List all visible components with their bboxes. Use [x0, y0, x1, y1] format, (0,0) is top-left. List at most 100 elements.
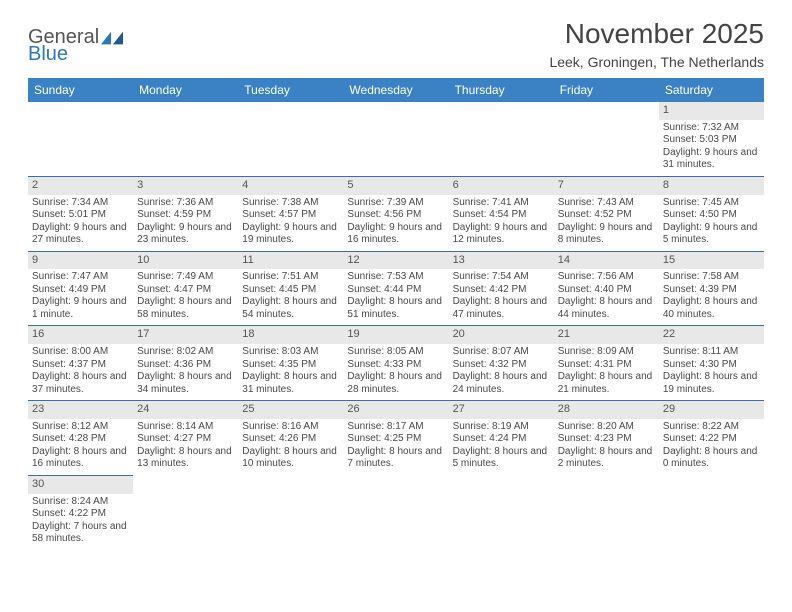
day-info: Sunrise: 8:22 AMSunset: 4:22 PMDaylight:…	[659, 419, 764, 475]
day-number: 26	[343, 401, 448, 419]
weekday-header: Monday	[133, 78, 238, 102]
day-number: 20	[449, 326, 554, 344]
day-info: Sunrise: 7:39 AMSunset: 4:56 PMDaylight:…	[343, 195, 448, 251]
day-info: Sunrise: 7:47 AMSunset: 4:49 PMDaylight:…	[28, 269, 133, 325]
day-number: 7	[554, 177, 659, 195]
day-number: 1	[659, 102, 764, 120]
weekday-header: Wednesday	[343, 78, 448, 102]
day-info: Sunrise: 7:51 AMSunset: 4:45 PMDaylight:…	[238, 269, 343, 325]
calendar-cell: 12Sunrise: 7:53 AMSunset: 4:44 PMDayligh…	[343, 251, 448, 326]
calendar-cell: 4Sunrise: 7:38 AMSunset: 4:57 PMDaylight…	[238, 176, 343, 251]
day-info: Sunrise: 8:09 AMSunset: 4:31 PMDaylight:…	[554, 344, 659, 400]
calendar-cell: 26Sunrise: 8:17 AMSunset: 4:25 PMDayligh…	[343, 400, 448, 475]
weekday-header: Thursday	[449, 78, 554, 102]
day-info: Sunrise: 7:36 AMSunset: 4:59 PMDaylight:…	[133, 195, 238, 251]
calendar-cell	[554, 475, 659, 550]
calendar-cell: 15Sunrise: 7:58 AMSunset: 4:39 PMDayligh…	[659, 251, 764, 326]
brand-part2: Blue	[28, 43, 68, 66]
calendar-cell	[133, 102, 238, 176]
day-number: 12	[343, 252, 448, 270]
calendar-cell: 25Sunrise: 8:16 AMSunset: 4:26 PMDayligh…	[238, 400, 343, 475]
calendar-cell: 19Sunrise: 8:05 AMSunset: 4:33 PMDayligh…	[343, 325, 448, 400]
day-number: 10	[133, 252, 238, 270]
day-number: 24	[133, 401, 238, 419]
day-info: Sunrise: 7:32 AMSunset: 5:03 PMDaylight:…	[659, 120, 764, 176]
calendar-cell: 7Sunrise: 7:43 AMSunset: 4:52 PMDaylight…	[554, 176, 659, 251]
calendar-cell	[343, 475, 448, 550]
day-info: Sunrise: 8:19 AMSunset: 4:24 PMDaylight:…	[449, 419, 554, 475]
calendar-cell: 5Sunrise: 7:39 AMSunset: 4:56 PMDaylight…	[343, 176, 448, 251]
page-title: November 2025	[549, 18, 764, 50]
day-number: 6	[449, 177, 554, 195]
day-number: 4	[238, 177, 343, 195]
calendar-cell: 21Sunrise: 8:09 AMSunset: 4:31 PMDayligh…	[554, 325, 659, 400]
day-info: Sunrise: 8:11 AMSunset: 4:30 PMDaylight:…	[659, 344, 764, 400]
calendar-cell: 11Sunrise: 7:51 AMSunset: 4:45 PMDayligh…	[238, 251, 343, 326]
day-info: Sunrise: 8:24 AMSunset: 4:22 PMDaylight:…	[28, 494, 133, 550]
calendar-header-row: SundayMondayTuesdayWednesdayThursdayFrid…	[28, 78, 764, 102]
calendar-cell	[28, 102, 133, 176]
calendar-cell: 2Sunrise: 7:34 AMSunset: 5:01 PMDaylight…	[28, 176, 133, 251]
calendar-cell: 29Sunrise: 8:22 AMSunset: 4:22 PMDayligh…	[659, 400, 764, 475]
day-number: 9	[28, 252, 133, 270]
day-number: 11	[238, 252, 343, 270]
weekday-header: Friday	[554, 78, 659, 102]
calendar-cell: 30Sunrise: 8:24 AMSunset: 4:22 PMDayligh…	[28, 475, 133, 550]
day-number: 30	[28, 476, 133, 494]
day-number: 5	[343, 177, 448, 195]
day-number: 29	[659, 401, 764, 419]
calendar-cell	[238, 475, 343, 550]
day-info: Sunrise: 7:54 AMSunset: 4:42 PMDaylight:…	[449, 269, 554, 325]
day-number: 22	[659, 326, 764, 344]
calendar-cell: 3Sunrise: 7:36 AMSunset: 4:59 PMDaylight…	[133, 176, 238, 251]
day-number: 13	[449, 252, 554, 270]
header: General November 2025 Leek, Groningen, T…	[28, 18, 764, 70]
calendar-table: SundayMondayTuesdayWednesdayThursdayFrid…	[28, 78, 764, 550]
day-info: Sunrise: 8:14 AMSunset: 4:27 PMDaylight:…	[133, 419, 238, 475]
day-number: 14	[554, 252, 659, 270]
day-number: 18	[238, 326, 343, 344]
day-number: 19	[343, 326, 448, 344]
calendar-cell: 1Sunrise: 7:32 AMSunset: 5:03 PMDaylight…	[659, 102, 764, 176]
day-info: Sunrise: 8:16 AMSunset: 4:26 PMDaylight:…	[238, 419, 343, 475]
day-number: 16	[28, 326, 133, 344]
day-info: Sunrise: 8:12 AMSunset: 4:28 PMDaylight:…	[28, 419, 133, 475]
calendar-cell: 18Sunrise: 8:03 AMSunset: 4:35 PMDayligh…	[238, 325, 343, 400]
day-info: Sunrise: 7:49 AMSunset: 4:47 PMDaylight:…	[133, 269, 238, 325]
day-info: Sunrise: 8:03 AMSunset: 4:35 PMDaylight:…	[238, 344, 343, 400]
calendar-cell: 16Sunrise: 8:00 AMSunset: 4:37 PMDayligh…	[28, 325, 133, 400]
calendar-cell: 24Sunrise: 8:14 AMSunset: 4:27 PMDayligh…	[133, 400, 238, 475]
calendar-cell: 28Sunrise: 8:20 AMSunset: 4:23 PMDayligh…	[554, 400, 659, 475]
day-info: Sunrise: 8:20 AMSunset: 4:23 PMDaylight:…	[554, 419, 659, 475]
day-number: 8	[659, 177, 764, 195]
day-number: 28	[554, 401, 659, 419]
weekday-header: Sunday	[28, 78, 133, 102]
day-info: Sunrise: 7:56 AMSunset: 4:40 PMDaylight:…	[554, 269, 659, 325]
day-number: 15	[659, 252, 764, 270]
day-number: 2	[28, 177, 133, 195]
weekday-header: Saturday	[659, 78, 764, 102]
day-info: Sunrise: 7:53 AMSunset: 4:44 PMDaylight:…	[343, 269, 448, 325]
day-info: Sunrise: 8:00 AMSunset: 4:37 PMDaylight:…	[28, 344, 133, 400]
sail-icon	[101, 31, 123, 45]
calendar-cell: 10Sunrise: 7:49 AMSunset: 4:47 PMDayligh…	[133, 251, 238, 326]
day-info: Sunrise: 8:07 AMSunset: 4:32 PMDaylight:…	[449, 344, 554, 400]
day-number: 17	[133, 326, 238, 344]
calendar-body: 1Sunrise: 7:32 AMSunset: 5:03 PMDaylight…	[28, 102, 764, 550]
calendar-cell: 6Sunrise: 7:41 AMSunset: 4:54 PMDaylight…	[449, 176, 554, 251]
weekday-header: Tuesday	[238, 78, 343, 102]
calendar-cell	[133, 475, 238, 550]
calendar-cell	[659, 475, 764, 550]
calendar-cell: 8Sunrise: 7:45 AMSunset: 4:50 PMDaylight…	[659, 176, 764, 251]
calendar-cell	[554, 102, 659, 176]
day-info: Sunrise: 7:41 AMSunset: 4:54 PMDaylight:…	[449, 195, 554, 251]
day-number: 21	[554, 326, 659, 344]
day-number: 25	[238, 401, 343, 419]
calendar-cell	[449, 475, 554, 550]
calendar-cell	[343, 102, 448, 176]
calendar-cell: 20Sunrise: 8:07 AMSunset: 4:32 PMDayligh…	[449, 325, 554, 400]
day-info: Sunrise: 8:02 AMSunset: 4:36 PMDaylight:…	[133, 344, 238, 400]
day-info: Sunrise: 7:34 AMSunset: 5:01 PMDaylight:…	[28, 195, 133, 251]
day-number: 23	[28, 401, 133, 419]
day-number: 3	[133, 177, 238, 195]
